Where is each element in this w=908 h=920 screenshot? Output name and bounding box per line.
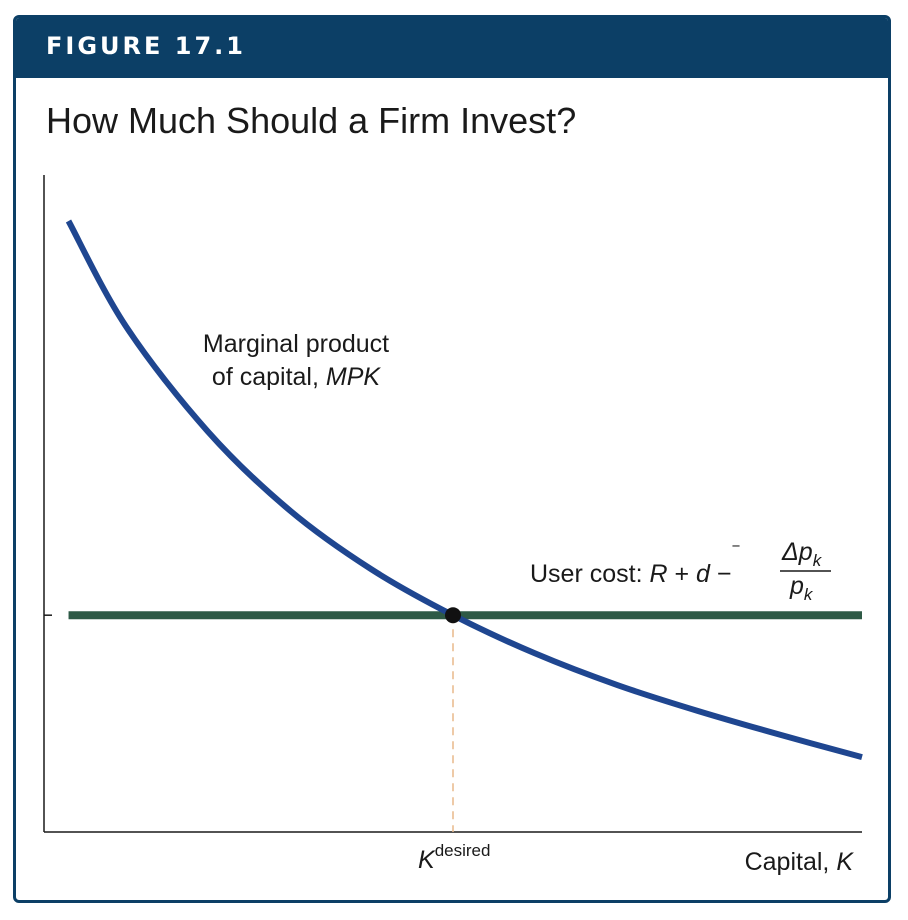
mpk-label-line2: of capital, MPK <box>212 363 381 391</box>
x-tick-k-desired: Kdesired <box>418 841 490 874</box>
mpk-curve <box>65 219 863 760</box>
mpk-label-line1: Marginal product <box>203 330 389 358</box>
figure-label: FIGURE 17.1 <box>46 32 246 60</box>
figure-header: FIGURE 17.1 <box>16 18 888 78</box>
user-cost-denominator: pk <box>789 572 814 604</box>
figure-title: How Much Should a Firm Invest? <box>46 100 577 141</box>
figure-frame: FIGURE 17.1 How Much Should a Firm Inves… <box>13 15 891 903</box>
x-axis-label: Capital, K <box>745 848 855 876</box>
user-cost-label: User cost: R + d − <box>530 560 732 588</box>
user-cost-numerator: Δpk <box>781 538 823 570</box>
user-cost-dbar: ‾ <box>732 544 740 564</box>
equilibrium-point <box>445 607 461 624</box>
